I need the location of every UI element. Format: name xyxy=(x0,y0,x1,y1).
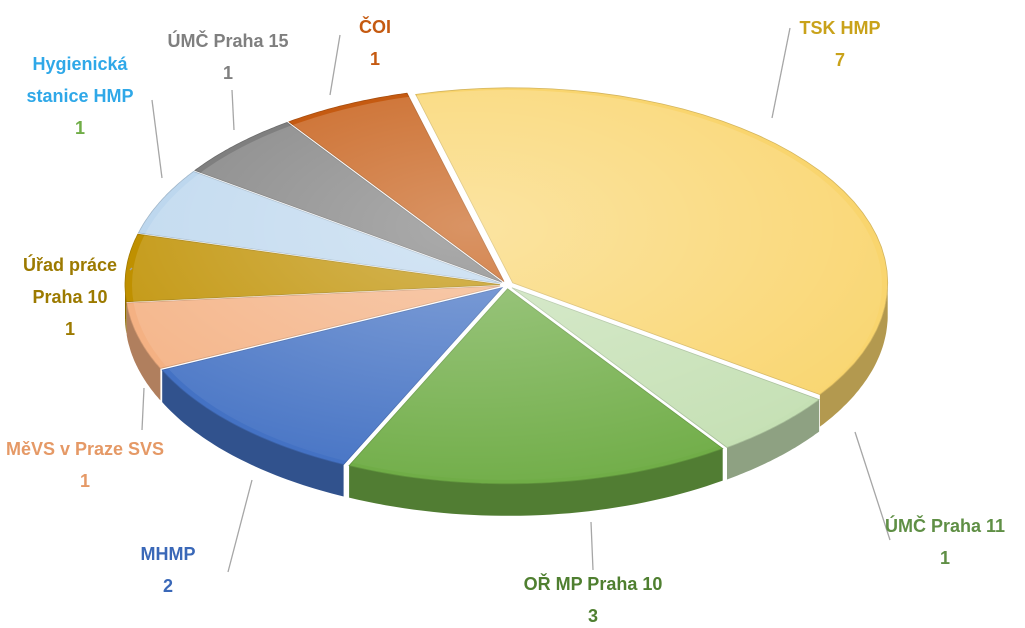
label-name: OŘ MP Praha 10 xyxy=(523,574,663,594)
slice-side xyxy=(349,448,723,516)
data-label: ÚMČ Praha 11 1 xyxy=(885,510,1005,574)
label-value: 1 xyxy=(79,471,90,491)
label-name: ÚMČ Praha 11 xyxy=(884,516,1006,536)
label-name: ÚMČ Praha 15 xyxy=(167,31,289,51)
label-value: 1 xyxy=(74,118,85,138)
data-label: OŘ MP Praha 10 3 xyxy=(524,568,663,628)
data-label: MěVS v Praze SVS 1 xyxy=(5,433,165,497)
leader-line xyxy=(771,27,791,119)
leader-line xyxy=(129,267,133,271)
label-name: MHMP xyxy=(140,544,196,564)
label-value: 1 xyxy=(222,63,234,83)
data-label: Úřad práce Praha 10 1 xyxy=(5,249,135,345)
data-label: Hygienická stanice HMP 1 xyxy=(5,48,155,144)
label-value: 7 xyxy=(834,50,845,70)
leader-line xyxy=(227,479,253,573)
data-label: MHMP 2 xyxy=(141,538,196,602)
data-label: TSK HMP 7 xyxy=(800,12,881,76)
label-name: TSK HMP xyxy=(799,18,881,38)
label-name: MěVS v Praze SVS xyxy=(5,439,165,459)
leader-line xyxy=(231,89,235,131)
leader-line xyxy=(329,34,341,96)
label-value: 1 xyxy=(369,49,381,69)
data-label: ČOI 1 xyxy=(359,11,391,75)
label-name: Úřad práce Praha 10 xyxy=(22,255,118,307)
leader-line xyxy=(141,387,145,431)
label-value: 1 xyxy=(939,548,950,568)
data-label: ÚMČ Praha 15 1 xyxy=(167,25,288,89)
label-value: 3 xyxy=(587,606,599,626)
leader-line xyxy=(854,431,891,541)
leader-line xyxy=(151,99,163,179)
label-value: 2 xyxy=(162,576,173,596)
label-value: 1 xyxy=(64,319,75,339)
label-name: Hygienická stanice HMP xyxy=(26,54,134,106)
leader-line xyxy=(590,521,594,571)
label-name: ČOI xyxy=(358,17,392,37)
